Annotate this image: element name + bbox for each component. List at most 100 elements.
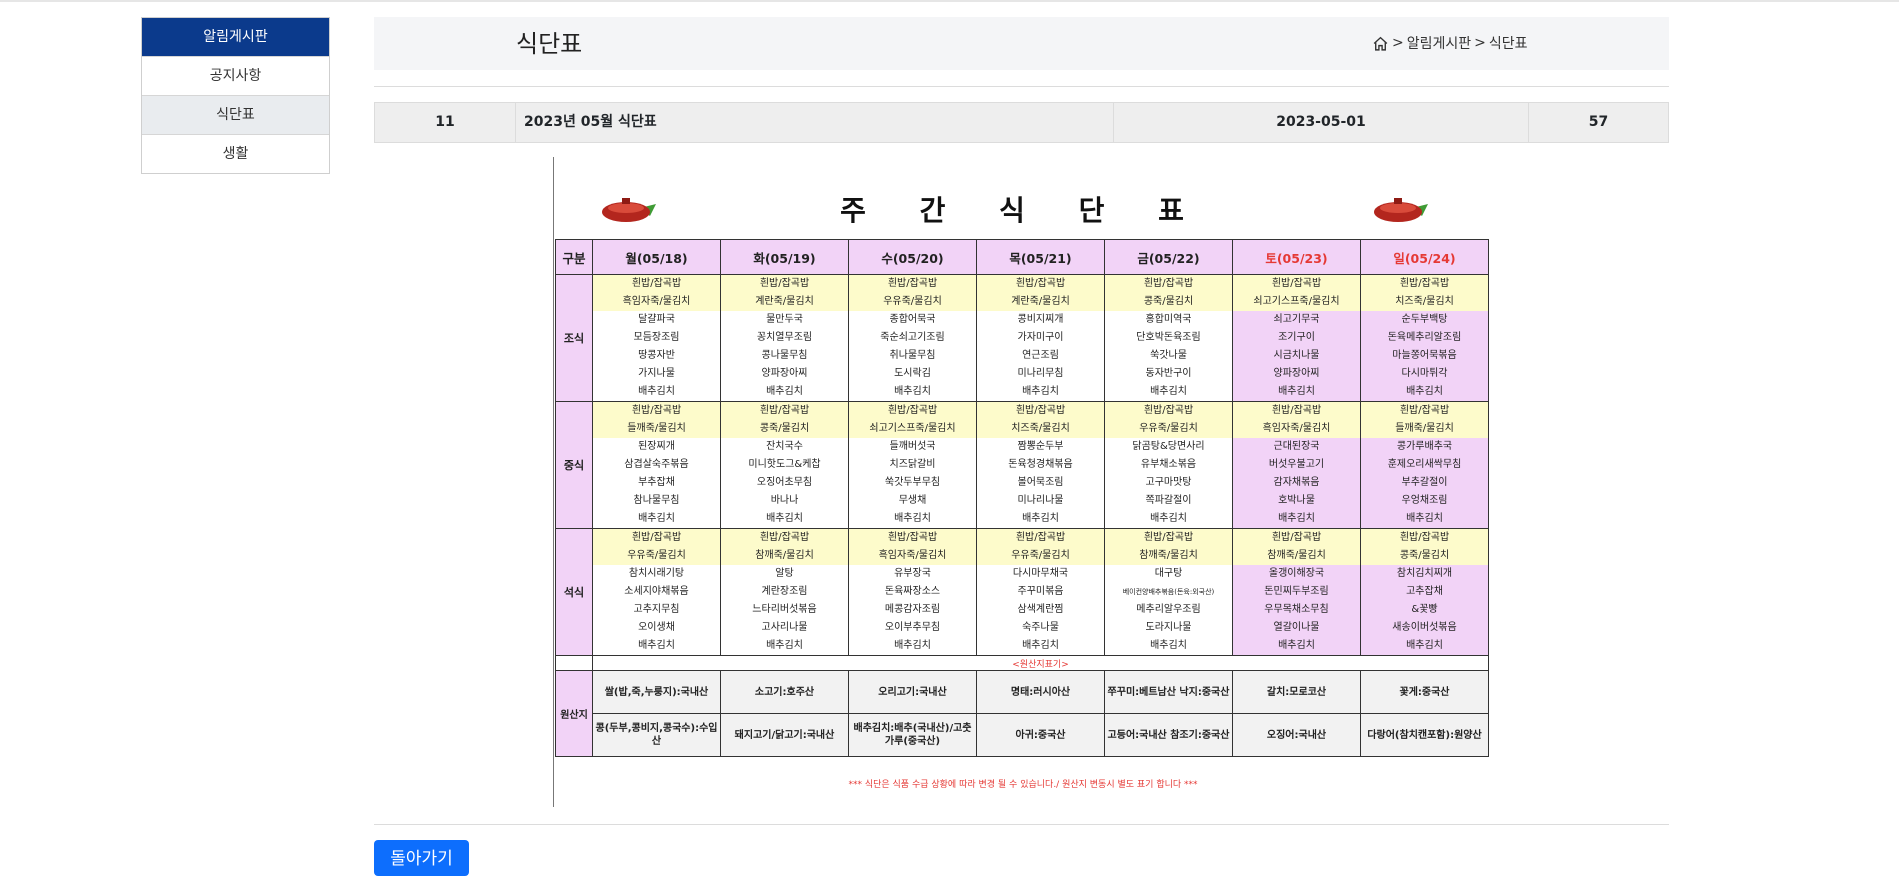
menu-item: 흰밥/잡곡밥 — [849, 275, 976, 293]
menu-item: 배추김치 — [894, 640, 931, 651]
menu-item: 동자반구이 — [1145, 368, 1192, 379]
menu-item: 유부장국 — [894, 568, 931, 579]
menu-item: 우유죽/물김치 — [977, 547, 1104, 565]
menu-item: 고사리나물 — [761, 622, 808, 633]
menu-item: 배추김치 — [1278, 640, 1315, 651]
menu-item: 오이생채 — [638, 622, 675, 633]
menu-item: 참나물무침 — [633, 495, 680, 506]
sidebar-item-announcements[interactable]: 공지사항 — [142, 56, 329, 95]
menu-item: 오징어초무침 — [756, 477, 813, 488]
menu-item: 배추김치 — [638, 513, 675, 524]
menu-item: 종합어묵국 — [889, 314, 936, 325]
post-title: 2023년 05월 식단표 — [515, 103, 1113, 142]
menu-item: 도시락김 — [894, 368, 931, 379]
weekly-menu-table: 구분 월(05/18) 화(05/19) 수(05/20) 목(05/21) 금… — [555, 239, 1489, 757]
menu-item: 콩죽/물김치 — [1361, 547, 1488, 565]
menu-item: 새송이버섯볶음 — [1392, 622, 1457, 633]
menu-item: 감자채볶음 — [1273, 477, 1320, 488]
menu-item: 버섯우불고기 — [1268, 459, 1325, 470]
menu-item: 소세지야채볶음 — [624, 586, 689, 597]
menu-item: 배추김치 — [894, 386, 931, 397]
breadcrumb-board[interactable]: 알림게시판 — [1406, 36, 1472, 52]
menu-item: 근대된장국 — [1273, 441, 1320, 452]
menu-item: 치즈죽/물김치 — [977, 420, 1104, 438]
menu-item: 배추김치 — [894, 513, 931, 524]
menu-item: 닭곰탕&당면사리 — [1132, 441, 1205, 452]
breadcrumb-separator: > — [1474, 35, 1486, 51]
menu-item: 흰밥/잡곡밥 — [1233, 402, 1360, 420]
menu-item: 흰밥/잡곡밥 — [721, 529, 848, 547]
menu-item: 배추김치 — [1150, 513, 1187, 524]
home-icon[interactable] — [1372, 35, 1389, 52]
day-header: 수(05/20) — [848, 239, 977, 275]
menu-item: 흰밥/잡곡밥 — [849, 529, 976, 547]
menu-body: 조식 흰밥/잡곡밥 흑임자죽/물김치 달걀파국 모듬장조림 땅콩자반 가지나물 배추김치 흰밥/… — [555, 274, 1489, 656]
menu-item: 베이컨양배추볶음(돈육:외국산) — [1122, 588, 1215, 596]
menu-day-cell: 흰밥/잡곡밥 참깨죽/물김치 올갱이해장국 돈민찌두부조림 우무목채소무침 열갈이나물 배추… — [1232, 528, 1361, 656]
menu-item: 우유죽/물김치 — [1105, 420, 1232, 438]
menu-item: 돈육짜장소스 — [884, 586, 941, 597]
menu-item: 숙주나물 — [1022, 622, 1059, 633]
origin-cell: 갈치:모로코산 — [1232, 670, 1361, 714]
origin-cell: 콩(두부,콩비지,콩국수):수입산 — [592, 713, 721, 757]
back-button[interactable]: 돌아가기 — [374, 840, 469, 876]
menu-item: 미나리무침 — [1017, 368, 1064, 379]
menu-item: 다시마튀각 — [1401, 368, 1448, 379]
menu-item: 배추김치 — [1022, 640, 1059, 651]
menu-corner-header: 구분 — [555, 239, 593, 275]
menu-item: 양파장아찌 — [1273, 368, 1320, 379]
menu-item: 치즈닭갈비 — [889, 459, 936, 470]
menu-item: 고추지무침 — [633, 604, 680, 615]
menu-item: 참치김치찌개 — [1396, 568, 1453, 579]
menu-item: 흑임자죽/물김치 — [1233, 420, 1360, 438]
menu-item: 가자미구이 — [1017, 332, 1064, 343]
menu-item: 참깨죽/물김치 — [1105, 547, 1232, 565]
menu-item: 흑임자죽/물김치 — [593, 293, 720, 311]
menu-item: 계란죽/물김치 — [721, 293, 848, 311]
origin-label: 원산지 — [555, 670, 593, 757]
sidebar-item-life[interactable]: 생활 — [142, 134, 329, 173]
menu-item: 메콩감자조림 — [884, 604, 941, 615]
menu-item: 배추김치 — [766, 386, 803, 397]
sidebar-item-notice-board[interactable]: 알림게시판 — [142, 18, 329, 56]
menu-day-cell: 흰밥/잡곡밥 우유죽/물김치 참치시래기탕 소세지야채볶음 고추지무침 오이생채 배추김치 — [592, 528, 721, 656]
menu-item: 배추김치 — [638, 386, 675, 397]
menu-day-cell: 흰밥/잡곡밥 치즈죽/물김치 순두부백탕 돈육메추리알조림 마늘쫑어묵볶음 다시마튀각 배추… — [1360, 274, 1489, 402]
menu-day-cell: 흰밥/잡곡밥 우유죽/물김치 종합어묵국 죽순쇠고기조림 취나물무침 도시락김 배추김치 — [848, 274, 977, 402]
menu-item: 배추김치 — [1406, 513, 1443, 524]
page-header: 식단표 > 알림게시판 > 식단표 — [374, 17, 1669, 70]
menu-day-cell: 흰밥/잡곡밥 계란죽/물김치 콩비지찌개 가자미구이 연근조림 미나리무침 배추김치 — [976, 274, 1105, 402]
menu-item: 흰밥/잡곡밥 — [593, 402, 720, 420]
origin-cell: 명태:러시아산 — [976, 670, 1105, 714]
menu-item: 달걀파국 — [638, 314, 675, 325]
menu-item: 볼어묵조림 — [1017, 477, 1064, 488]
menu-item: 바나나 — [770, 495, 799, 506]
menu-item: 흰밥/잡곡밥 — [1361, 402, 1488, 420]
menu-item: 흰밥/잡곡밥 — [977, 275, 1104, 293]
menu-item: 가지나물 — [638, 368, 675, 379]
menu-item: 부추갈절이 — [1401, 477, 1448, 488]
menu-day-cell: 흰밥/잡곡밥 치즈죽/물김치 짬뽕순두부 돈육청경채볶음 볼어묵조림 미나리나물 배추김치 — [976, 401, 1105, 529]
menu-day-cell: 흰밥/잡곡밥 콩죽/물김치 홍합미역국 단호박돈육조림 쑥갓나물 동자반구이 배추김치 — [1104, 274, 1233, 402]
menu-item: 시금치나물 — [1273, 350, 1320, 361]
menu-item: 부추잡채 — [638, 477, 675, 488]
menu-item: 느타리버섯볶음 — [752, 604, 817, 615]
menu-item: 배추김치 — [766, 513, 803, 524]
menu-item: 우유죽/물김치 — [593, 547, 720, 565]
menu-item: 돈육메추리알조림 — [1387, 332, 1462, 343]
menu-item: 흰밥/잡곡밥 — [977, 402, 1104, 420]
origin-note: <원산지표기> — [592, 655, 1489, 671]
menu-item: 땅콩자반 — [638, 350, 675, 361]
sidebar-item-menu[interactable]: 식단표 — [142, 95, 329, 134]
origin-cell: 배추김치:배추(국내산)/고춧가루(중국산) — [848, 713, 977, 757]
menu-item: 취나물무침 — [889, 350, 936, 361]
origin-cell: 다랑어(참치캔포함):원양산 — [1360, 713, 1489, 757]
menu-item: 알탕 — [775, 568, 794, 579]
menu-item: 양파장아찌 — [761, 368, 808, 379]
day-header: 화(05/19) — [720, 239, 849, 275]
origin-cell: 돼지고기/닭고기:국내산 — [720, 713, 849, 757]
menu-item: 배추김치 — [766, 640, 803, 651]
menu-item: 배추김치 — [1150, 640, 1187, 651]
menu-day-cell: 흰밥/잡곡밥 들깨죽/물김치 콩가루배추국 훈제오리새싹무침 부추갈절이 우엉채조림 배추김… — [1360, 401, 1489, 529]
menu-item: 흰밥/잡곡밥 — [721, 275, 848, 293]
